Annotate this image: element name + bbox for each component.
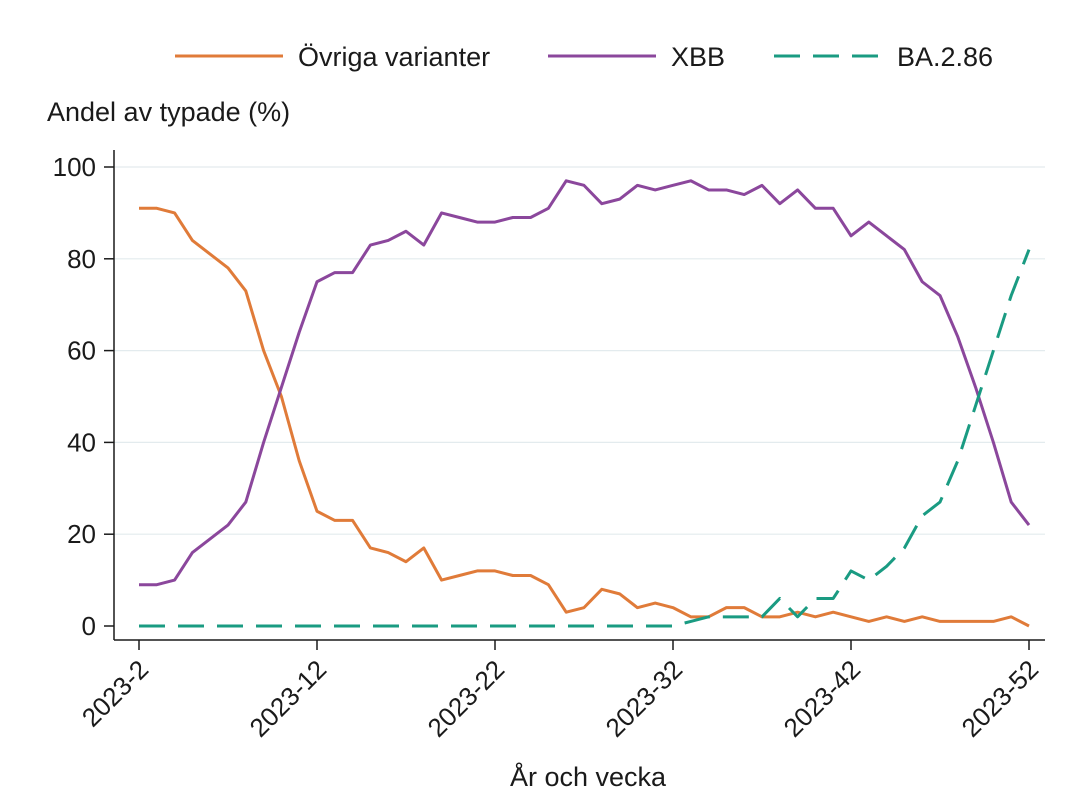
series-layer [139, 179, 1031, 628]
y-axis-title: Andel av typade (%) [47, 97, 290, 127]
y-tick-label: 60 [67, 336, 96, 366]
axis-layer: 0 20 40 60 80 100 2023-2 2023-12 2023-22 2023-32 2… [53, 150, 1045, 743]
x-tick-label: 2023-32 [600, 654, 689, 743]
series-line-2 [139, 249, 1031, 628]
y-tick-label: 0 [82, 611, 96, 641]
y-tick-label: 80 [67, 244, 96, 274]
x-tick-label: 2023-12 [244, 654, 333, 743]
grid-layer [114, 166, 1045, 535]
series-line-0 [139, 206, 1030, 628]
x-tick-label: 2023-22 [422, 654, 511, 743]
y-tick-label: 40 [67, 427, 96, 457]
x-tick-label: 2023-52 [956, 654, 1045, 743]
y-tick-label: 100 [53, 152, 96, 182]
x-tick-label: 2023-42 [778, 654, 867, 743]
legend-label-2: BA.2.86 [897, 42, 993, 72]
legend-label-0: Övriga varianter [298, 42, 490, 72]
y-tick-label: 20 [67, 519, 96, 549]
x-axis-title: År och vecka [510, 761, 667, 792]
legend-label-1: XBB [671, 42, 725, 72]
legend: Övriga varianter XBB BA.2.86 [175, 42, 993, 72]
x-tick-label: 2023-2 [76, 654, 154, 732]
series-line-1 [139, 179, 1031, 587]
